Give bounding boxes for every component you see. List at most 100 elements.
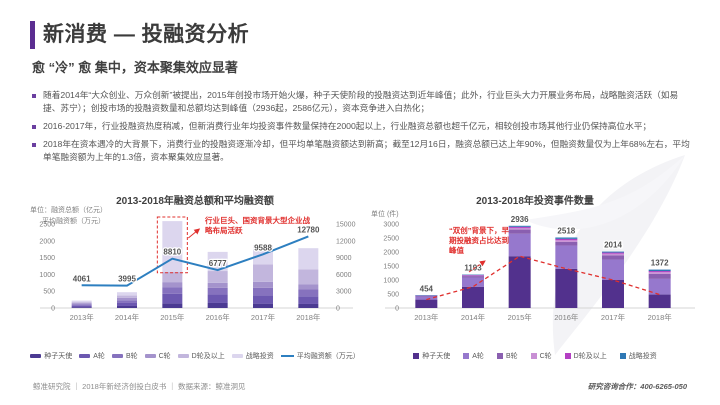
legend-swatch-icon — [530, 353, 537, 359]
legend-label: 战略投资 — [628, 353, 657, 360]
legend-swatch-icon — [30, 354, 42, 358]
svg-text:2014: 2014 — [604, 241, 622, 250]
svg-text:9588: 9588 — [254, 243, 272, 252]
left-chart-legend: 种子天使 A轮 B轮 C轮 D轮及以上 战略投资 平均融资额（万元） — [25, 351, 365, 361]
right-chart-bars — [415, 225, 671, 308]
svg-text:1000: 1000 — [39, 272, 55, 279]
bullet-text: 2018年在资本遇冷的大背景下，消费行业的投融资逐渐冷却，但平均单笔融资额达到新… — [43, 139, 690, 163]
legend-item: D轮及以上 — [177, 351, 225, 361]
svg-text:2500: 2500 — [383, 236, 399, 243]
bullet-marker-icon — [32, 142, 36, 147]
legend-swatch-icon — [463, 353, 470, 359]
bullet-list: 随着2014年“大众创业、万众创新”被提出，2015年创投市场开始火爆，种子天使… — [32, 89, 694, 169]
svg-text:0: 0 — [395, 306, 399, 313]
svg-text:2500: 2500 — [39, 222, 55, 229]
svg-text:2015年: 2015年 — [160, 312, 185, 322]
legend-item: A轮 — [463, 351, 484, 361]
left-chart-title: 2013-2018年融资总额和平均融资额 — [116, 196, 274, 207]
legend-label: 种子天使 — [44, 353, 73, 360]
svg-text:2018年: 2018年 — [648, 312, 673, 322]
right-chart-annotation: “双创”背景下，早期投融资占比达到峰值 — [449, 226, 509, 256]
bullet-text: 随着2014年“大众创业、万众创新”被提出，2015年创投市场开始火爆，种子天使… — [43, 90, 679, 114]
legend-label: D轮及以上 — [191, 353, 225, 360]
svg-text:2015年: 2015年 — [508, 312, 533, 322]
svg-text:2013年: 2013年 — [70, 312, 95, 322]
svg-text:1372: 1372 — [651, 259, 669, 268]
legend-swatch-icon — [413, 353, 420, 359]
legend-swatch-icon — [496, 353, 503, 359]
footer-contact: 研究咨询合作：400-6265-050 — [587, 382, 687, 391]
svg-text:1193: 1193 — [464, 264, 482, 273]
legend-item: B轮 — [496, 351, 518, 361]
footer-source: 鲸准研究院 ｜ 2018年新经济创投白皮书 ｜ 数据来源：鲸准洞见 — [33, 382, 246, 391]
left-chart-unit-1: 单位：融资总额（亿元） — [30, 207, 107, 214]
legend-item: B轮 — [111, 351, 138, 361]
page-subtitle: 愈 “冷” 愈 集中，资本聚集效应显著 — [32, 60, 238, 75]
svg-text:0: 0 — [336, 306, 340, 313]
legend-swatch-icon — [79, 354, 91, 358]
legend-swatch-icon — [231, 354, 243, 358]
title-accent-bar — [30, 21, 35, 49]
legend-swatch-icon — [280, 355, 294, 357]
svg-text:1500: 1500 — [39, 255, 55, 262]
svg-text:0: 0 — [51, 306, 55, 313]
funding-amount-chart: 2013-2018年融资总额和平均融资额 单位：融资总额（亿元） 平均融资额（万… — [25, 190, 365, 364]
legend-label: C轮 — [158, 353, 171, 360]
right-chart-title: 2013-2018年投资事件数量 — [476, 196, 594, 207]
svg-text:2017年: 2017年 — [601, 312, 626, 322]
legend-label: B轮 — [125, 353, 138, 360]
footer: 鲸准研究院 ｜ 2018年新经济创投白皮书 ｜ 数据来源：鲸准洞见 研究咨询合作… — [33, 381, 687, 392]
svg-text:15000: 15000 — [336, 222, 356, 229]
right-chart-legend: 种子天使 A轮 B轮 C轮 D轮及以上 战略投资 — [365, 351, 705, 361]
svg-text:2014年: 2014年 — [115, 312, 140, 322]
legend-item: C轮 — [530, 351, 552, 361]
svg-text:12780: 12780 — [297, 225, 320, 234]
svg-text:6000: 6000 — [336, 272, 352, 279]
legend-item: 战略投资 — [619, 351, 657, 361]
bullet-text: 2016-2017年，行业投融资热度稍减，但新消费行业年均投资事件数量保持在20… — [43, 121, 652, 132]
svg-text:1500: 1500 — [383, 264, 399, 271]
left-chart-annotation: 行业巨头、国资背景大型企业战略布局活跃 — [205, 216, 310, 236]
left-chart-plot: 0 500 1000 1500 2000 2500 0 3000 6000 9000 12000 15… — [39, 216, 356, 322]
svg-text:2936: 2936 — [511, 215, 529, 224]
left-chart-units: 单位：融资总额（亿元） 平均融资额（万元） — [30, 205, 107, 227]
legend-item: 战略投资 — [231, 351, 274, 361]
svg-text:2017年: 2017年 — [251, 312, 276, 322]
svg-text:2014年: 2014年 — [461, 312, 486, 322]
event-count-chart: 2013-2018年投资事件数量 单位 (件) 0 500 1000 1500 2000… — [365, 190, 705, 364]
right-chart-plot: 0 500 1000 1500 2000 2500 3000 2013年 454 2014年 119… — [383, 214, 695, 322]
svg-text:500: 500 — [387, 292, 399, 299]
bullet-marker-icon — [32, 124, 36, 129]
svg-text:2016年: 2016年 — [206, 312, 231, 322]
legend-label: D轮及以上 — [573, 353, 607, 360]
legend-label: A轮 — [93, 353, 105, 360]
svg-text:2000: 2000 — [39, 238, 55, 245]
right-chart-unit: 单位 (件) — [371, 211, 399, 218]
legend-swatch-icon — [144, 354, 156, 358]
svg-text:3000: 3000 — [383, 222, 399, 229]
avg-funding-line — [81, 235, 309, 287]
legend-label: 战略投资 — [245, 353, 274, 360]
svg-text:12000: 12000 — [336, 238, 356, 245]
svg-text:1000: 1000 — [383, 278, 399, 285]
legend-swatch-icon — [564, 353, 571, 359]
svg-text:3995: 3995 — [118, 275, 136, 284]
left-chart-unit-2: 平均融资额（万元） — [42, 218, 105, 226]
svg-text:2016年: 2016年 — [554, 312, 579, 322]
svg-text:8810: 8810 — [163, 248, 181, 257]
legend-item: D轮及以上 — [564, 351, 607, 361]
bullet-item: 2016-2017年，行业投融资热度稍减，但新消费行业年均投资事件数量保持在20… — [32, 120, 694, 133]
legend-label: B轮 — [505, 353, 518, 360]
legend-label: 平均融资额（万元） — [296, 353, 360, 360]
seed-trend-line — [426, 255, 660, 301]
legend-item: A轮 — [79, 351, 105, 361]
legend-item: 种子天使 — [413, 351, 450, 361]
svg-text:4061: 4061 — [73, 274, 91, 283]
svg-text:2018年: 2018年 — [296, 312, 321, 322]
legend-item: 平均融资额（万元） — [280, 351, 360, 361]
bullet-item: 随着2014年“大众创业、万众创新”被提出，2015年创投市场开始火爆，种子天使… — [32, 89, 694, 115]
legend-item: 种子天使 — [30, 351, 72, 361]
legend-label: 种子天使 — [422, 353, 451, 360]
svg-text:2000: 2000 — [383, 250, 399, 257]
